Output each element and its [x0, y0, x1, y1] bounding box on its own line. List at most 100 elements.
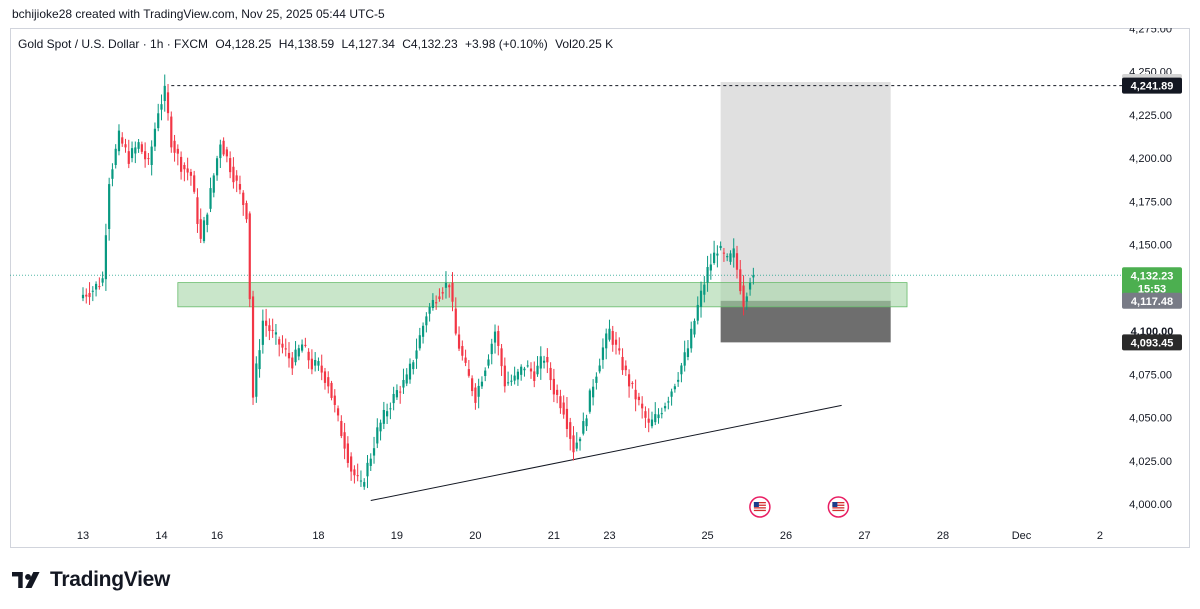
candle — [605, 333, 608, 349]
candle — [291, 357, 294, 369]
candle — [284, 348, 287, 350]
candle — [170, 116, 173, 148]
time-tick-label: 19 — [391, 530, 403, 542]
candle — [386, 411, 389, 417]
candle — [173, 140, 176, 153]
price-tick-label: 4,050.00 — [1129, 413, 1172, 425]
candle — [235, 175, 238, 181]
candle — [742, 285, 745, 307]
candle — [242, 192, 245, 205]
candle — [186, 168, 189, 173]
stop-zone — [720, 300, 891, 343]
candle — [539, 356, 542, 369]
candle — [209, 188, 212, 209]
candle — [304, 344, 307, 346]
candle — [183, 164, 186, 170]
candle — [144, 151, 147, 160]
candle — [104, 235, 107, 280]
symbol-legend[interactable]: Gold Spot / U.S. Dollar · 1h · FXCM O4,1… — [18, 37, 617, 51]
us-flag-icon — [749, 496, 771, 518]
candle — [389, 408, 392, 410]
stop-price-tag-text: 4,093.45 — [1131, 337, 1174, 349]
candle — [552, 378, 555, 395]
candle — [490, 343, 493, 355]
candle — [405, 374, 408, 384]
candle — [565, 408, 569, 429]
tradingview-brand[interactable]: TradingView — [12, 567, 170, 593]
price-chart[interactable]: 4,000.004,025.004,050.004,075.004,100.00… — [10, 28, 1190, 548]
candle — [650, 419, 654, 427]
candle — [516, 371, 520, 380]
candle — [350, 456, 353, 472]
us-flag-icon — [827, 496, 850, 518]
resistance-price-tag: 4,241.89 — [1122, 77, 1182, 94]
candle — [265, 320, 268, 326]
candle — [111, 169, 114, 179]
candle — [402, 379, 405, 388]
candle — [670, 391, 673, 397]
candle — [588, 390, 591, 412]
stop-price-tag-bg — [1122, 334, 1182, 351]
candle — [464, 357, 467, 363]
candle — [569, 422, 572, 439]
candle — [421, 325, 425, 337]
flag-field — [832, 502, 845, 512]
candle — [206, 214, 209, 225]
legend-high: H4,138.59 — [278, 37, 335, 51]
candle — [457, 334, 461, 349]
candle — [487, 359, 490, 366]
flag-stripe — [832, 502, 845, 504]
time-axis: 13 14 16 18 19 20 21 23 25 26 27 28 Dec 2 — [77, 530, 1103, 542]
candle — [166, 92, 170, 114]
candle — [229, 158, 232, 173]
candle — [399, 391, 402, 393]
candle — [369, 458, 372, 466]
candle — [690, 328, 693, 349]
target-zone — [720, 82, 891, 301]
resistance-price-tag-bg — [1122, 77, 1182, 94]
candle — [94, 283, 98, 290]
candle — [477, 385, 480, 397]
candle — [251, 296, 255, 398]
candle — [359, 480, 363, 482]
candle — [480, 381, 484, 387]
price-tick-label: 4,150.00 — [1129, 240, 1172, 252]
candle — [500, 348, 503, 367]
candle — [163, 85, 166, 102]
candle — [415, 350, 418, 359]
candle — [745, 296, 748, 302]
candle — [310, 358, 313, 370]
candle — [572, 435, 575, 453]
candle — [408, 363, 412, 380]
candle — [677, 379, 680, 382]
candle — [307, 351, 310, 361]
candle — [592, 386, 595, 398]
flag-stripe — [753, 504, 766, 506]
hidden-price-tag-bg — [1122, 323, 1182, 338]
candle — [549, 367, 552, 381]
candle — [330, 382, 333, 398]
price-tick-label: 4,200.00 — [1129, 153, 1172, 165]
candle — [418, 335, 421, 349]
candle — [153, 128, 157, 147]
candle — [333, 395, 336, 405]
candle — [343, 432, 346, 449]
candle — [611, 331, 614, 345]
legend-close: C4,132.23 — [402, 37, 458, 51]
price-tick-label: 4,025.00 — [1129, 456, 1172, 468]
candle-layer — [81, 74, 755, 490]
candle — [716, 253, 719, 256]
candle — [340, 420, 343, 437]
candle — [536, 365, 539, 375]
candle — [245, 203, 248, 220]
candle — [382, 409, 385, 424]
candle — [614, 339, 618, 345]
candle — [98, 286, 101, 288]
time-tick-label: 27 — [858, 530, 870, 542]
candle — [81, 294, 85, 299]
candle — [91, 290, 94, 292]
candle — [124, 144, 127, 148]
candle — [101, 278, 104, 283]
candle — [379, 422, 382, 432]
candle — [372, 448, 376, 456]
